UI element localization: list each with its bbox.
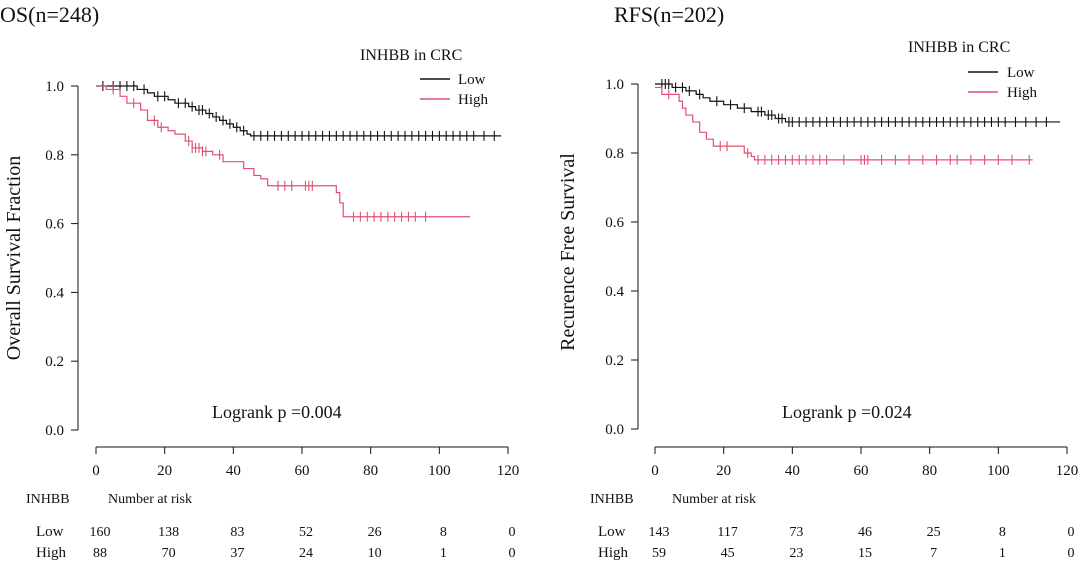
os-xtick-label: 100: [428, 463, 451, 479]
os-ytick-label: 0.6: [45, 217, 64, 233]
rfs-risk-value-high: 45: [721, 546, 735, 561]
os-risk-row-low-label: Low: [36, 524, 64, 540]
os-xtick-label: 0: [92, 463, 100, 479]
os-curves: [96, 81, 502, 222]
os-risk-values: 160 138 83 52 26 8 088 70 37 24 10 1 0: [90, 525, 516, 561]
rfs-risk-value-low: 25: [927, 525, 941, 540]
rfs-risk-header-label: INHBB: [590, 492, 634, 507]
os-risk-value-low: 52: [299, 525, 313, 540]
os-ytick-label: 0.8: [45, 148, 64, 164]
os-risk-value-low: 26: [368, 525, 382, 540]
os-ytick-label: 0.4: [45, 285, 64, 301]
rfs-xtick-label: 120: [1056, 463, 1079, 479]
rfs-xtick-label: 40: [785, 463, 800, 479]
rfs-ytick-label: 0.8: [605, 146, 624, 162]
os-xaxis: 0 20 40 60 80 100 120: [92, 446, 520, 479]
os-risk-value-high: 10: [368, 546, 382, 561]
rfs-risk-header-title: Number at risk: [672, 492, 756, 507]
os-ylabel: Overall Survival Fraction: [3, 156, 25, 360]
os-curve-low: [96, 85, 502, 137]
rfs-xtick-label: 20: [716, 463, 731, 479]
os-xtick-label: 80: [363, 463, 378, 479]
rfs-risk-value-high: 15: [858, 546, 872, 561]
os-legend: INHBB in CRC Low High: [360, 47, 489, 108]
rfs-legend-title: INHBB in CRC: [908, 39, 1010, 56]
rfs-title: RFS(n=202): [614, 2, 724, 27]
os-risk-value-low: 8: [440, 525, 447, 540]
os-risk-header-title: Number at risk: [108, 492, 192, 507]
rfs-risk-value-low: 73: [789, 525, 803, 540]
os-risk-value-low: 0: [509, 525, 516, 540]
rfs-risk-row-low-label: Low: [598, 524, 626, 540]
rfs-risk-value-low: 143: [649, 525, 670, 540]
rfs-legend: INHBB in CRC Low High: [908, 39, 1038, 101]
os-logrank: Logrank p =0.004: [212, 402, 342, 422]
os-risk-value-high: 70: [162, 546, 176, 561]
rfs-xtick-label: 60: [854, 463, 869, 479]
rfs-xtick-label: 0: [651, 463, 659, 479]
os-legend-high-label: High: [458, 92, 489, 108]
os-risk-value-high: 24: [299, 546, 313, 561]
rfs-risk-value-high: 1: [999, 546, 1006, 561]
rfs-risk-value-low: 46: [858, 525, 872, 540]
rfs-risk-value-high: 23: [789, 546, 803, 561]
rfs-xtick-label: 80: [922, 463, 937, 479]
os-risk-value-high: 1: [440, 546, 447, 561]
rfs-risk-value-high: 59: [652, 546, 666, 561]
os-panel: OS(n=248) Overall Survival Fraction 0.00…: [0, 2, 519, 561]
rfs-legend-high-label: High: [1007, 85, 1038, 101]
rfs-xtick-label: 100: [987, 463, 1010, 479]
rfs-ytick-label: 0.2: [605, 353, 624, 369]
os-curve-high: [96, 85, 471, 218]
os-ytick-label: 0.0: [45, 423, 64, 439]
rfs-risk-value-high: 0: [1068, 546, 1075, 561]
rfs-risk-value-low: 117: [717, 525, 737, 540]
os-ytick-label: 1.0: [45, 79, 64, 95]
os-xtick-label: 60: [295, 463, 310, 479]
rfs-risk-value-low: 0: [1068, 525, 1075, 540]
rfs-risk-values: 143 117 73 46 25 8 0 59 45 23 15 7 1 0: [649, 525, 1075, 561]
os-risk-value-high: 37: [230, 546, 244, 561]
rfs-xaxis: 0 20 40 60 80 100 120: [651, 446, 1079, 479]
rfs-risk-row-high-label: High: [598, 545, 629, 561]
rfs-ytick-label: 0.0: [605, 422, 624, 438]
rfs-curve-low: [655, 83, 1061, 123]
rfs-risk-value-low: 8: [999, 525, 1006, 540]
os-risk-value-high: 0: [509, 546, 516, 561]
rfs-panel: RFS(n=202) Recurence Free Survival 0.00.…: [557, 2, 1078, 561]
os-risk-table: INHBB Number at risk Low High 160 138 83 52…: [26, 492, 516, 561]
os-ytick-label: 0.2: [45, 354, 64, 370]
os-risk-row-high-label: High: [36, 545, 67, 561]
os-legend-title: INHBB in CRC: [360, 47, 462, 64]
os-risk-value-low: 160: [90, 525, 111, 540]
rfs-ytick-label: 1.0: [605, 77, 624, 93]
rfs-curves: [655, 79, 1061, 165]
rfs-yaxis: 0.0 0.2 0.4 0.6 0.8 1.0: [605, 77, 639, 438]
os-xtick-label: 20: [157, 463, 172, 479]
rfs-logrank: Logrank p =0.024: [782, 402, 912, 422]
rfs-ytick-label: 0.6: [605, 215, 624, 231]
rfs-legend-low-label: Low: [1007, 65, 1035, 81]
rfs-ylabel: Recurence Free Survival: [557, 153, 579, 351]
os-risk-value-low: 138: [158, 525, 179, 540]
os-xtick-label: 120: [497, 463, 520, 479]
rfs-ytick-label: 0.4: [605, 284, 624, 300]
os-yaxis: 0.0 0.2 0.4 0.6 0.8 1.0: [45, 79, 79, 439]
os-legend-low-label: Low: [458, 72, 486, 88]
os-risk-value-high: 88: [93, 546, 107, 561]
os-xtick-label: 40: [226, 463, 241, 479]
os-risk-header-label: INHBB: [26, 492, 70, 507]
os-risk-value-low: 83: [230, 525, 244, 540]
rfs-curve-high: [655, 86, 1033, 161]
rfs-risk-value-high: 7: [930, 546, 937, 561]
rfs-risk-table: INHBB Number at risk Low High 143 117 73 46…: [590, 492, 1075, 561]
os-title: OS(n=248): [0, 2, 99, 27]
